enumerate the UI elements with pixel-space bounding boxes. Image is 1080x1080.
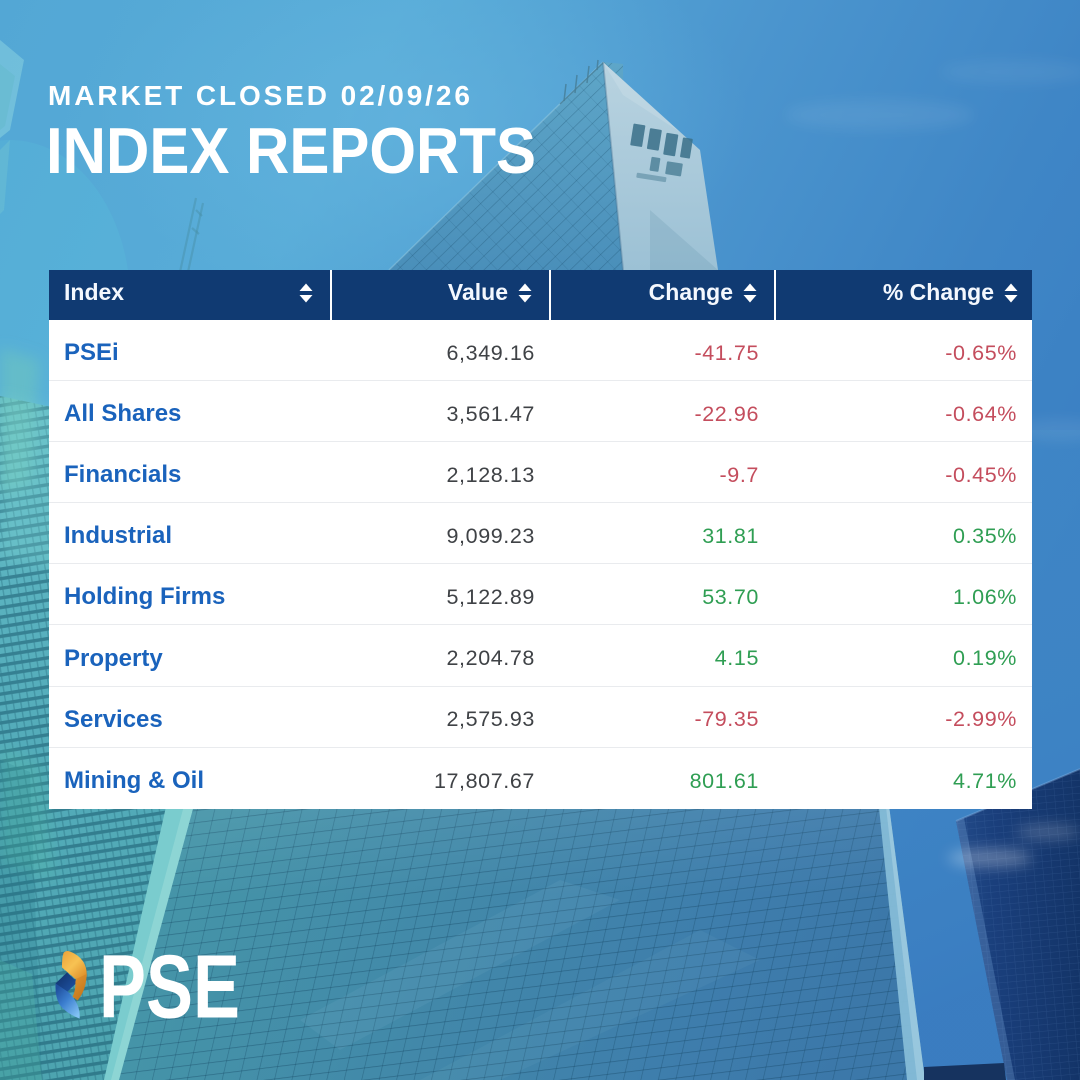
svg-text:PSE: PSE xyxy=(99,944,240,1034)
